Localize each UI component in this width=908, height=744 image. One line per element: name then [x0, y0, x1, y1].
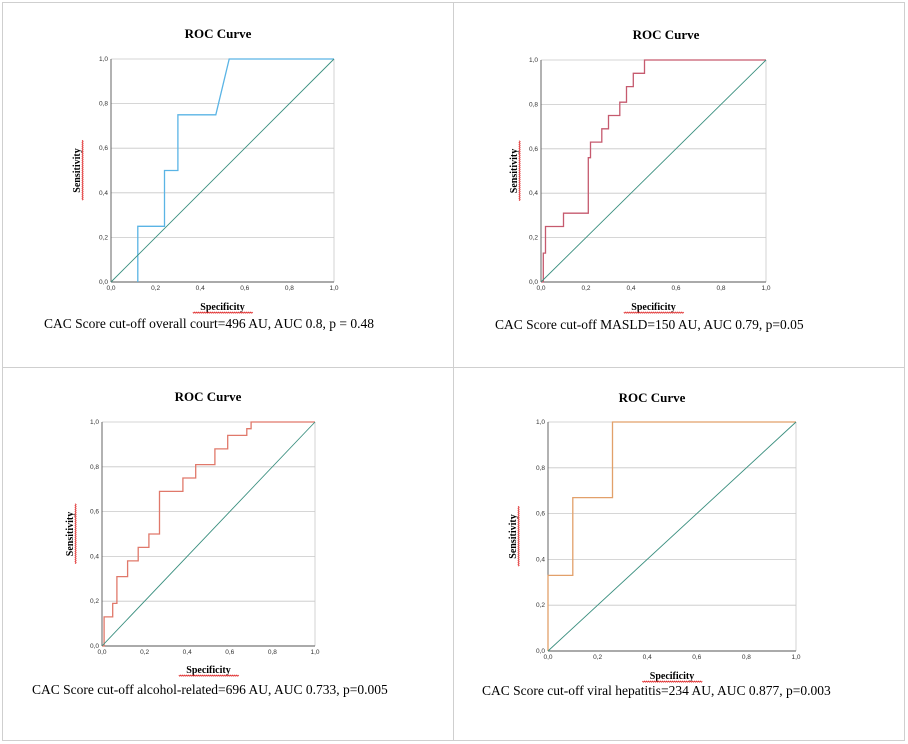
x-tick-label: 0,2: [140, 649, 149, 656]
x-tick-label: 0,8: [268, 649, 277, 656]
chart-caption: CAC Score cut-off alcohol-related=696 AU…: [32, 682, 388, 697]
x-tick-label: 0,0: [536, 285, 545, 292]
y-tick-label: 0,6: [529, 146, 538, 153]
y-tick-label: 0,6: [536, 511, 545, 518]
x-tick-label: 1,0: [791, 654, 800, 661]
chart-title: ROC Curve: [174, 389, 242, 404]
chart-title: ROC Curve: [618, 390, 686, 405]
y-tick-label: 1,0: [99, 56, 108, 63]
x-tick-label: 1,0: [310, 649, 319, 656]
y-tick-label: 0,2: [536, 602, 545, 609]
x-tick-label: 0,4: [196, 285, 205, 292]
spellcheck-underline: [74, 503, 77, 565]
roc-curve-line: [102, 421, 315, 647]
x-tick-label: 0,4: [643, 654, 652, 661]
y-tick-label: 1,0: [529, 57, 538, 64]
chart-title: ROC Curve: [184, 26, 252, 41]
y-tick-label: 0,4: [90, 553, 99, 560]
x-tick-label: 0,0: [543, 654, 552, 661]
roc-curve-line: [137, 58, 334, 282]
x-tick-label: 1,0: [329, 285, 338, 292]
y-tick-label: 0,8: [536, 465, 545, 472]
x-axis-label: Specificity: [200, 302, 244, 313]
y-axis-label: Sensitivity: [72, 148, 83, 192]
y-tick-label: 1,0: [90, 419, 99, 426]
spellcheck-underline: [81, 139, 84, 201]
spellcheck-underline: [518, 140, 521, 202]
x-tick-label: 0,4: [626, 285, 635, 292]
x-tick-label: 0,6: [671, 285, 680, 292]
y-tick-label: 0,4: [536, 556, 545, 563]
spellcheck-underline: [178, 674, 240, 677]
reference-diagonal-line: [540, 59, 767, 283]
y-axis-label: Sensitivity: [508, 514, 519, 558]
x-tick-label: 0,6: [225, 649, 234, 656]
x-tick-label: 0,0: [97, 649, 106, 656]
x-tick-label: 0,8: [716, 285, 725, 292]
x-tick-label: 0,2: [581, 285, 590, 292]
y-tick-label: 0,2: [99, 234, 108, 241]
reference-diagonal-line: [101, 421, 316, 647]
y-tick-label: 0,2: [90, 598, 99, 605]
spellcheck-underline: [192, 311, 254, 314]
spellcheck-underline: [623, 311, 685, 314]
x-tick-label: 0,2: [593, 654, 602, 661]
x-tick-label: 0,4: [183, 649, 192, 656]
y-tick-label: 0,6: [90, 509, 99, 516]
x-axis-label: Specificity: [650, 671, 694, 682]
x-tick-label: 0,6: [692, 654, 701, 661]
chart-title: ROC Curve: [632, 27, 700, 42]
table-divider-vertical: [453, 3, 454, 740]
y-tick-label: 0,8: [529, 101, 538, 108]
y-tick-label: 0,0: [529, 279, 538, 286]
x-tick-label: 0,8: [742, 654, 751, 661]
y-tick-label: 0,2: [529, 235, 538, 242]
x-tick-label: 0,0: [106, 285, 115, 292]
x-tick-label: 0,8: [285, 285, 294, 292]
chart-caption: CAC Score cut-off overall court=496 AU, …: [44, 316, 374, 331]
y-tick-label: 0,8: [99, 101, 108, 108]
y-tick-label: 0,0: [536, 648, 545, 655]
reference-diagonal-line: [547, 421, 797, 652]
chart-caption: CAC Score cut-off MASLD=150 AU, AUC 0.79…: [495, 317, 804, 332]
table-divider-horizontal: [3, 367, 904, 368]
spellcheck-underline: [517, 505, 520, 567]
x-axis-label: Specificity: [186, 665, 230, 676]
y-axis-label: Sensitivity: [509, 149, 520, 193]
roc-curve-line: [547, 421, 796, 651]
y-tick-label: 0,0: [90, 643, 99, 650]
chart-caption: CAC Score cut-off viral hepatitis=234 AU…: [482, 683, 831, 698]
spellcheck-underline: [641, 680, 703, 683]
y-tick-label: 0,4: [99, 190, 108, 197]
x-tick-label: 0,2: [151, 285, 160, 292]
y-tick-label: 0,0: [99, 279, 108, 286]
roc-curve-line: [541, 59, 766, 283]
y-axis-label: Sensitivity: [65, 512, 76, 556]
x-axis-label: Specificity: [631, 302, 675, 313]
reference-diagonal-line: [110, 58, 335, 283]
x-tick-label: 0,6: [240, 285, 249, 292]
y-tick-label: 0,6: [99, 145, 108, 152]
y-tick-label: 0,8: [90, 464, 99, 471]
y-tick-label: 0,4: [529, 190, 538, 197]
x-tick-label: 1,0: [761, 285, 770, 292]
y-tick-label: 1,0: [536, 419, 545, 426]
